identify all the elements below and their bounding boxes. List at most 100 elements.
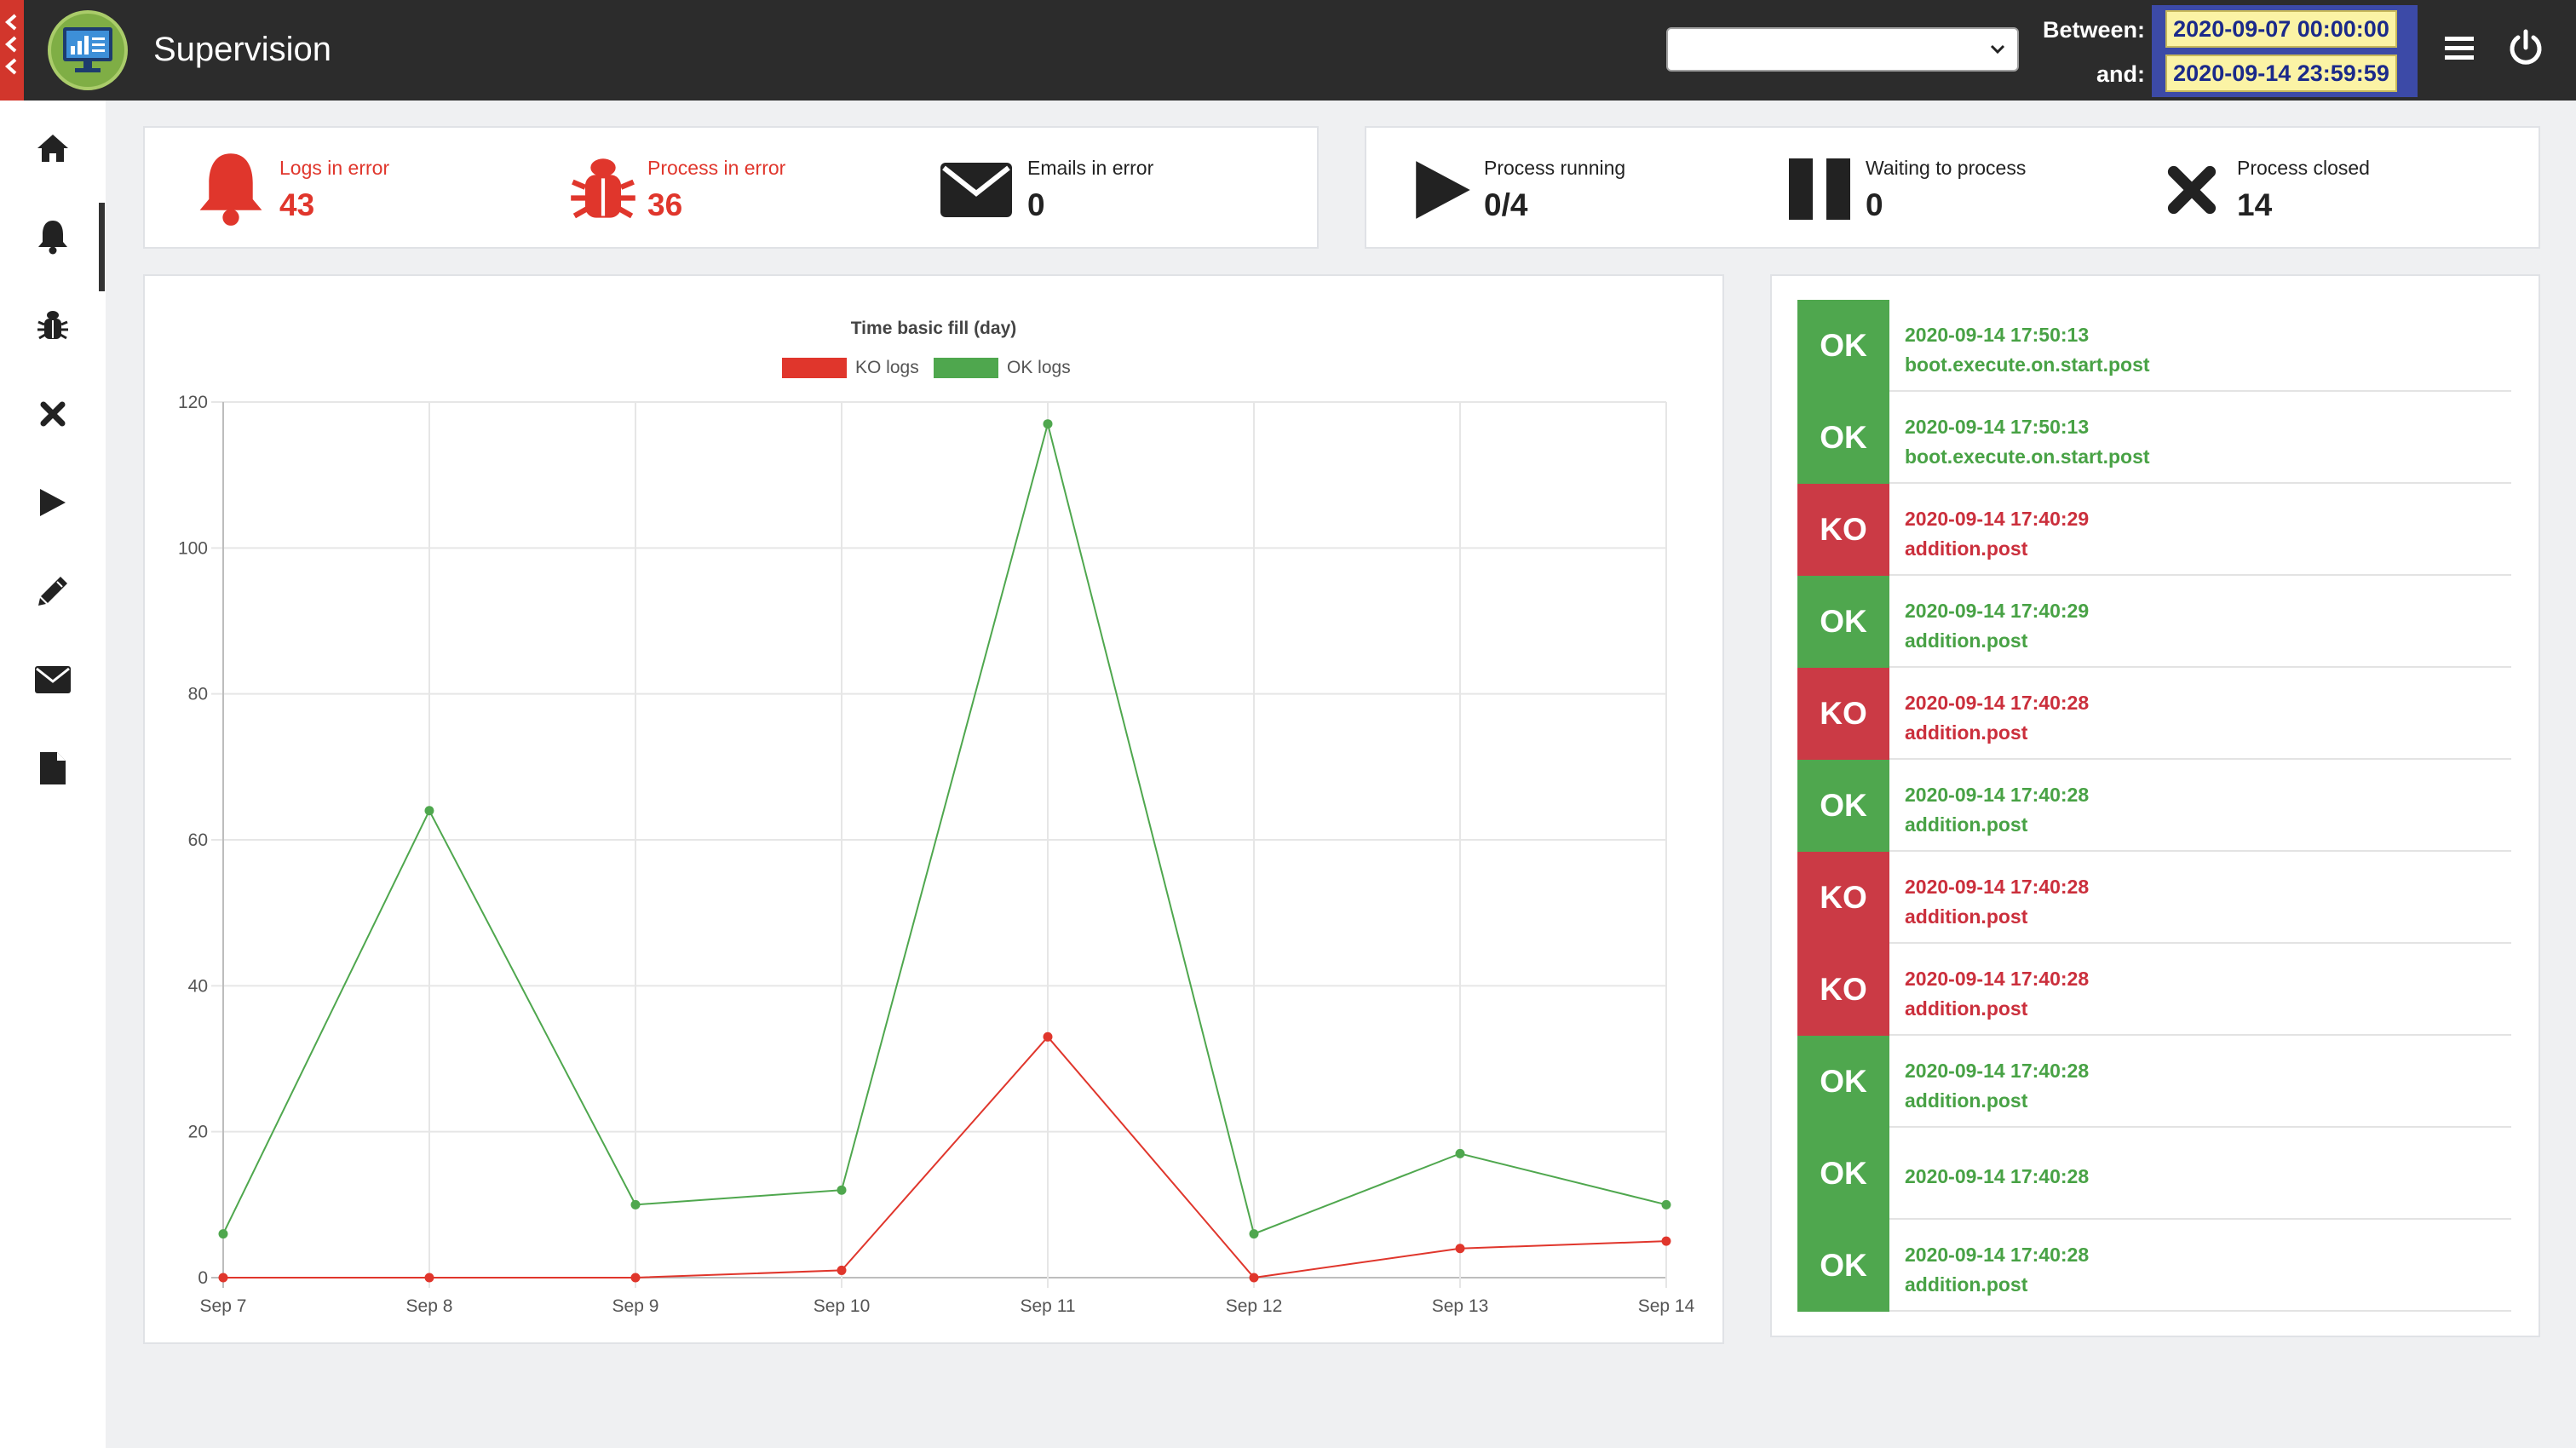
sidebar-item-edit[interactable] [26,564,80,618]
between-label: Between: [2042,17,2145,43]
x-tick-label: Sep 11 [1021,1296,1076,1316]
log-row[interactable]: KO 2020-09-14 17:40:28 addition.post [1797,944,2511,1036]
errors-summary-card: Logs in error 43 Process in error 36 Ema… [143,126,1319,249]
x-tick-label: Sep 9 [612,1296,659,1316]
process-summary-card: Process running 0/4 Waiting to process 0… [1365,126,2540,249]
log-text: 2020-09-14 17:40:28 addition.post [1905,780,2089,840]
stat-value: 0 [1027,187,1045,222]
log-time: 2020-09-14 17:40:28 [1905,784,2090,806]
log-text: 2020-09-14 17:40:29 addition.post [1905,596,2089,656]
stat-waiting-to-process[interactable]: Waiting to process 0 [1787,128,2145,250]
log-time: 2020-09-14 17:40:28 [1905,968,2090,990]
log-text: 2020-09-14 17:40:28 addition.post [1905,1240,2089,1300]
log-text: 2020-09-14 17:40:29 addition.post [1905,504,2089,564]
log-name: addition.post [1905,721,2028,744]
status-badge: OK [1797,1036,1889,1128]
log-text: 2020-09-14 17:40:28 addition.post [1905,688,2089,748]
log-time: 2020-09-14 17:40:29 [1905,508,2090,530]
log-row[interactable]: KO 2020-09-14 17:40:29 addition.post [1797,484,2511,576]
sidebar-item-documents[interactable] [26,741,80,796]
log-row[interactable]: OK 2020-09-14 17:40:28 [1797,1128,2511,1220]
log-row[interactable]: OK 2020-09-14 17:40:28 addition.post [1797,1036,2511,1128]
stat-label: Logs in error [279,157,390,179]
top-bar: Supervision Between: and: 2020-09-07 00:… [0,0,2576,101]
y-tick-label: 20 [188,1123,208,1142]
chart-title: Time basic fill (day) [850,319,1017,338]
data-point [1249,1273,1259,1283]
y-tick-label: 120 [178,393,208,412]
y-tick-label: 80 [188,685,208,704]
date-to-input[interactable]: 2020-09-14 23:59:59 [2165,55,2397,92]
data-point [1455,1244,1465,1254]
sidebar-item-process-running[interactable] [26,475,80,530]
log-text: 2020-09-14 17:40:28 addition.post [1905,872,2089,932]
data-point [1661,1199,1671,1210]
legend-swatch [934,358,998,378]
data-point [218,1273,228,1283]
date-from-input[interactable]: 2020-09-07 00:00:00 [2165,10,2397,48]
data-point [630,1273,641,1283]
stat-value: 36 [647,187,683,222]
chevron-down-icon [1990,44,2005,55]
sidebar [0,101,106,1448]
stat-logs-in-error[interactable]: Logs in error 43 [194,128,552,250]
stat-process-running[interactable]: Process running 0/4 [1412,128,1770,250]
log-text: 2020-09-14 17:40:28 addition.post [1905,964,2089,1024]
log-row[interactable]: OK 2020-09-14 17:50:13 boot.execute.on.sta… [1797,392,2511,484]
log-name: addition.post [1905,537,2028,560]
log-name: addition.post [1905,1273,2028,1296]
log-row[interactable]: KO 2020-09-14 17:40:28 addition.post [1797,852,2511,944]
stat-process-in-error[interactable]: Process in error 36 [567,128,925,250]
log-name: addition.post [1905,997,2028,1020]
process-select[interactable] [1666,27,2019,72]
sidebar-collapse-button[interactable] [0,0,24,101]
y-tick-label: 40 [188,976,208,996]
stat-label: Process running [1484,157,1626,179]
status-badge: OK [1797,576,1889,668]
stat-value: 14 [2237,187,2273,222]
y-tick-label: 60 [188,830,208,850]
recent-logs-card: OK 2020-09-14 17:50:13 boot.execute.on.sta… [1770,274,2540,1337]
log-row[interactable]: OK 2020-09-14 17:50:13 boot.execute.on.sta… [1797,300,2511,392]
stat-label: Waiting to process [1866,157,2027,179]
stat-process-closed[interactable]: Process closed 14 [2165,128,2523,250]
stat-value: 0 [1866,187,1883,222]
sidebar-item-emails[interactable] [26,652,80,707]
data-point [630,1199,641,1210]
play-icon [1416,161,1470,219]
y-tick-label: 100 [178,538,208,558]
app-logo [48,10,128,90]
legend-item-ok[interactable]: OK logs [934,358,1071,378]
legend-label: OK logs [1007,358,1071,377]
log-row[interactable]: OK 2020-09-14 17:40:28 addition.post [1797,760,2511,852]
status-badge: OK [1797,1128,1889,1220]
x-tick-label: Sep 14 [1638,1296,1695,1316]
status-badge: KO [1797,668,1889,760]
bell-icon [199,153,262,226]
log-row[interactable]: OK 2020-09-14 17:40:28 addition.post [1797,1220,2511,1312]
chevron-left-icon [4,14,17,75]
sidebar-item-process-errors[interactable] [26,298,80,353]
sidebar-scrollbar[interactable] [99,203,105,291]
data-point [1043,1031,1053,1042]
stat-emails-in-error[interactable]: Emails in error 0 [939,128,1297,250]
sidebar-item-process-closed[interactable] [26,387,80,441]
x-tick-label: Sep 13 [1432,1296,1489,1316]
log-time: 2020-09-14 17:40:29 [1905,600,2090,622]
status-badge: OK [1797,760,1889,852]
and-label: and: [2096,61,2145,87]
menu-button[interactable] [2443,32,2475,69]
log-row[interactable]: KO 2020-09-14 17:40:28 addition.post [1797,668,2511,760]
logout-button[interactable] [2508,29,2544,71]
log-time: 2020-09-14 17:40:28 [1905,692,2090,714]
log-text: 2020-09-14 17:40:28 [1905,1162,2089,1192]
log-time: 2020-09-14 17:40:28 [1905,1244,2090,1266]
sidebar-item-home[interactable] [26,121,80,175]
log-row[interactable]: OK 2020-09-14 17:40:29 addition.post [1797,576,2511,668]
log-name: boot.execute.on.start.post [1905,445,2150,468]
data-point [1455,1148,1465,1158]
legend-item-ko[interactable]: KO logs [782,358,919,378]
status-badge: OK [1797,1220,1889,1312]
log-text: 2020-09-14 17:40:28 addition.post [1905,1056,2089,1116]
sidebar-item-logs[interactable] [26,210,80,264]
